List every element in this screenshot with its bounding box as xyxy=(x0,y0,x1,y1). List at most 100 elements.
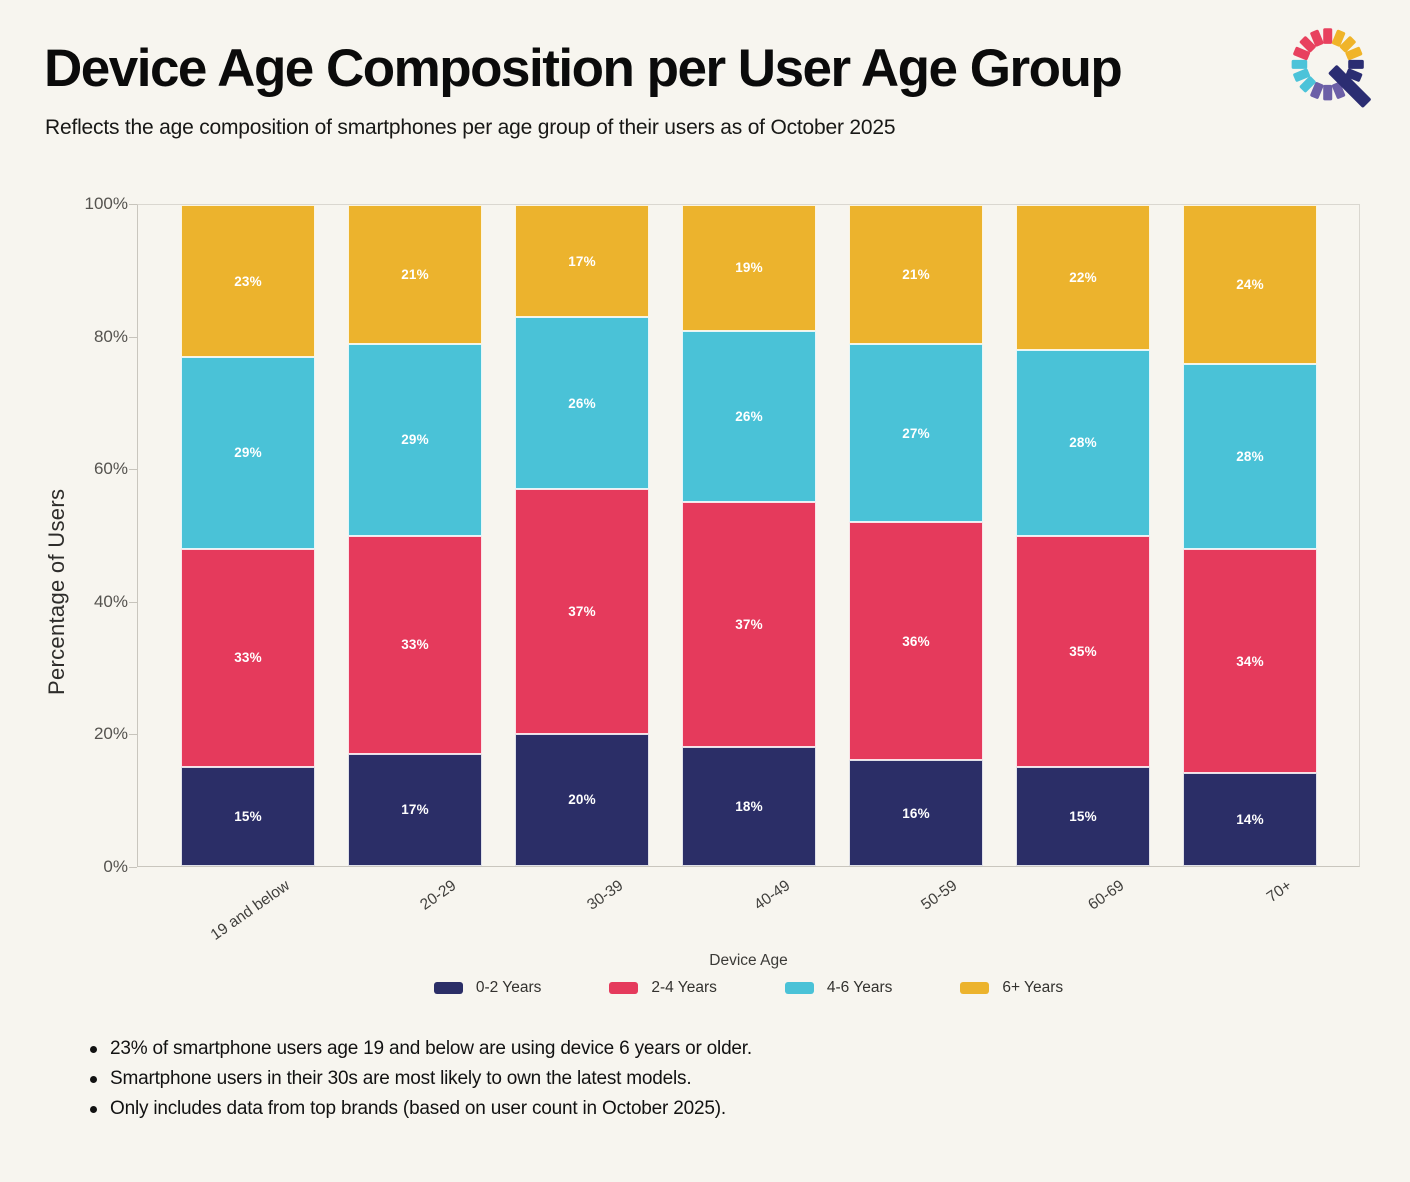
segment-value-label: 21% xyxy=(902,266,930,282)
bar-30-39: 20% 37% 26% 17% xyxy=(515,205,649,866)
bar-20-29: 17% 33% 29% 21% xyxy=(348,205,482,866)
segment-4-6-years-70: 28% xyxy=(1183,363,1317,549)
y-tick-mark-40 xyxy=(129,601,137,603)
segment-value-label: 37% xyxy=(735,617,763,633)
y-tick-label-60: 60% xyxy=(93,459,128,479)
segment-0-2-years-19-and-below: 15% xyxy=(181,766,315,866)
legend-item-4-6-years: 4-6 Years xyxy=(784,979,893,997)
legend-swatch-0-2-years xyxy=(433,982,463,994)
legend-item-0-2-years: 0-2 Years xyxy=(433,979,542,997)
segment-value-label: 26% xyxy=(735,409,763,425)
x-axis-label-19-and-below: 19 and below xyxy=(207,877,293,944)
legend-swatch-2-4-years xyxy=(609,982,639,994)
segment-value-label: 37% xyxy=(568,604,596,620)
segment-value-label: 28% xyxy=(1069,435,1097,451)
bar-60-69: 15% 35% 28% 22% xyxy=(1016,205,1150,866)
segment-4-6-years-40-49: 26% xyxy=(682,330,816,503)
bar-50-59: 16% 36% 27% 21% xyxy=(849,205,983,866)
page-title: Device Age Composition per User Age Grou… xyxy=(44,39,1123,98)
notes-list: 23% of smartphone users age 19 and below… xyxy=(88,1038,752,1128)
x-axis-label-50-59: 50-59 xyxy=(918,877,961,914)
segment-2-4-years-70: 34% xyxy=(1183,548,1317,774)
legend-label-0-2-years: 0-2 Years xyxy=(475,979,542,996)
plot-area: 15% 33% 29% 23% 17% 33% 29% 21% 20% 37% 26% 17% 18% 3… xyxy=(137,204,1360,867)
segment-value-label: 22% xyxy=(1069,270,1097,286)
segment-0-2-years-50-59: 16% xyxy=(849,760,983,866)
page-subtitle: Reflects the age composition of smartpho… xyxy=(45,116,896,139)
segment-4-6-years-60-69: 28% xyxy=(1016,350,1150,536)
y-tick-label-80: 80% xyxy=(93,326,128,346)
y-tick-mark-100 xyxy=(129,204,137,205)
x-axis-label-30-39: 30-39 xyxy=(584,877,627,914)
segment-2-4-years-19-and-below: 33% xyxy=(181,548,315,767)
note-item: Only includes data from top brands (base… xyxy=(88,1098,752,1120)
segment-value-label: 17% xyxy=(568,253,596,269)
legend-label-6-years: 6+ Years xyxy=(1002,979,1064,996)
y-tick-label-0: 0% xyxy=(103,857,128,876)
legend-items: 0-2 Years 2-4 Years 4-6 Years 6+ Years xyxy=(137,979,1360,997)
segment-value-label: 15% xyxy=(234,808,262,824)
segment-value-label: 33% xyxy=(234,650,262,666)
segment-value-label: 19% xyxy=(735,260,763,276)
y-tick-mark-20 xyxy=(129,734,137,736)
y-tick-label-100: 100% xyxy=(84,194,128,213)
segment-value-label: 17% xyxy=(401,802,429,818)
segment-value-label: 34% xyxy=(1236,653,1264,669)
y-tick-label-20: 20% xyxy=(93,724,128,744)
segment-6-years-20-29: 21% xyxy=(348,205,482,344)
segment-value-label: 33% xyxy=(401,637,429,653)
segment-value-label: 20% xyxy=(568,792,596,808)
segment-value-label: 21% xyxy=(401,266,429,282)
x-axis-label-70: 70+ xyxy=(1263,877,1295,907)
bar-40-49: 18% 37% 26% 19% xyxy=(682,205,816,866)
segment-value-label: 23% xyxy=(234,273,262,289)
y-tick-mark-0 xyxy=(129,867,137,868)
segment-6-years-60-69: 22% xyxy=(1016,205,1150,351)
note-item: 23% of smartphone users age 19 and below… xyxy=(88,1038,752,1060)
bar-19-and-below: 15% 33% 29% 23% xyxy=(181,205,315,866)
segment-6-years-30-39: 17% xyxy=(515,205,649,318)
note-item: Smartphone users in their 30s are most l… xyxy=(88,1068,752,1090)
segment-value-label: 29% xyxy=(234,445,262,461)
segment-value-label: 27% xyxy=(902,425,930,441)
segment-value-label: 16% xyxy=(902,805,930,821)
segment-value-label: 14% xyxy=(1236,812,1264,828)
legend-item-2-4-years: 2-4 Years xyxy=(609,979,717,997)
x-axis-labels: 19 and below 20-29 30-39 40-49 50-59 60-69 70+ xyxy=(137,877,1360,957)
segment-value-label: 15% xyxy=(1069,808,1097,824)
legend-label-4-6-years: 4-6 Years xyxy=(826,979,893,996)
segment-value-label: 36% xyxy=(902,633,930,649)
segment-2-4-years-30-39: 37% xyxy=(515,489,649,734)
bar-70: 14% 34% 28% 24% xyxy=(1183,205,1317,866)
segment-value-label: 26% xyxy=(568,395,596,411)
segment-2-4-years-60-69: 35% xyxy=(1016,535,1150,767)
magnifying-glass-logo-icon xyxy=(1290,26,1372,124)
legend-item-6-years: 6+ Years xyxy=(960,979,1063,997)
segment-6-years-19-and-below: 23% xyxy=(181,205,315,358)
segment-4-6-years-50-59: 27% xyxy=(849,343,983,523)
y-tick-mark-80 xyxy=(129,336,137,338)
segment-4-6-years-30-39: 26% xyxy=(515,317,649,490)
segment-6-years-70: 24% xyxy=(1183,205,1317,364)
segment-value-label: 24% xyxy=(1236,276,1264,292)
x-axis-label-60-69: 60-69 xyxy=(1085,877,1128,914)
x-axis-label-40-49: 40-49 xyxy=(751,877,794,914)
y-tick-label-40: 40% xyxy=(93,591,128,611)
segment-value-label: 18% xyxy=(735,799,763,815)
segment-0-2-years-40-49: 18% xyxy=(682,747,816,866)
segment-4-6-years-19-and-below: 29% xyxy=(181,357,315,549)
legend: Device Age 0-2 Years 2-4 Years 4-6 Years 6+… xyxy=(137,952,1360,997)
legend-swatch-4-6-years xyxy=(784,982,814,994)
segment-value-label: 28% xyxy=(1236,448,1264,464)
segment-0-2-years-20-29: 17% xyxy=(348,753,482,866)
y-tick-mark-60 xyxy=(129,469,137,471)
segment-2-4-years-50-59: 36% xyxy=(849,522,983,761)
legend-swatch-6-years xyxy=(960,982,990,994)
segment-2-4-years-20-29: 33% xyxy=(348,535,482,754)
segment-2-4-years-40-49: 37% xyxy=(682,502,816,748)
x-axis-label-20-29: 20-29 xyxy=(417,877,460,914)
segment-value-label: 35% xyxy=(1069,643,1097,659)
segment-0-2-years-30-39: 20% xyxy=(515,733,649,866)
segment-0-2-years-60-69: 15% xyxy=(1016,766,1150,866)
